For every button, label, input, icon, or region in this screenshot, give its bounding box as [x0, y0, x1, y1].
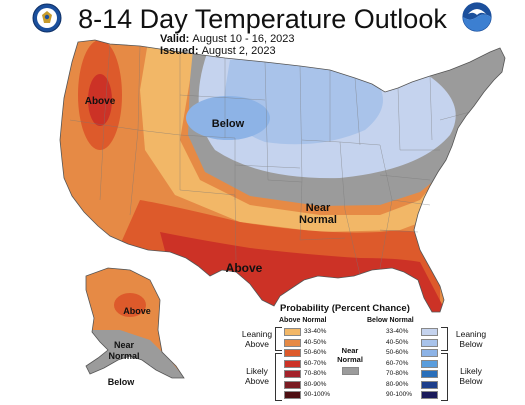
label-alaska-below: Below — [108, 377, 136, 387]
legend-leaning-above: Leaning Above — [237, 329, 277, 349]
legend-below-swatch-1 — [421, 338, 438, 347]
legend-above-swatch-5 — [284, 380, 301, 389]
legend-title: Probability (Percent Chance) — [280, 303, 410, 314]
state-boundaries — [69, 43, 471, 276]
legend-bracket-leaning-below — [441, 327, 448, 351]
legend-above-swatch-6 — [284, 391, 301, 399]
legend-near-normal-swatch — [342, 367, 359, 375]
legend-above-label-5: 80-90% — [304, 380, 327, 388]
legend-bracket-likely-above — [275, 353, 282, 401]
label-alaska-near-line2: Normal — [108, 351, 139, 361]
legend-above-label-2: 50-60% — [304, 349, 327, 356]
noaa-logo-icon — [462, 2, 492, 32]
label-below-central: Below — [212, 118, 245, 130]
legend-below-label-3: 60-70% — [386, 359, 409, 367]
noaa-doc-seal-icon — [32, 3, 62, 33]
legend-above-label-1: 40-50% — [304, 338, 327, 346]
legend-above-label-6: 90-100% — [304, 391, 331, 398]
label-alaska-near-line1: Near — [114, 340, 135, 350]
legend-below-swatch-0 — [421, 328, 438, 336]
legend-below-swatch-3 — [421, 359, 438, 368]
legend-below-label-4: 70-80% — [386, 370, 409, 377]
legend-above-label-0: 33-40% — [304, 328, 327, 335]
legend-leaning-above-line2: Above — [244, 339, 270, 349]
legend-near-line1: Near — [341, 346, 359, 355]
legend-likely-below: Likely Below — [451, 366, 491, 386]
legend-likely-below-line2: Below — [459, 376, 483, 386]
valid-value: August 10 - 16, 2023 — [192, 33, 295, 45]
legend-leaning-below-line1: Leaning — [455, 329, 487, 339]
legend-near-line2: Normal — [337, 355, 363, 364]
legend-leaning-below: Leaning Below — [451, 329, 491, 349]
legend-below-header: Below Normal — [367, 317, 414, 324]
legend-below-label-0: 33-40% — [386, 328, 409, 335]
valid-dates: Valid: August 10 - 16, 2023 — [160, 33, 295, 45]
legend-leaning-above-line1: Leaning — [241, 329, 273, 339]
probability-legend: Probability (Percent Chance) Above Norma… — [237, 303, 507, 401]
issued-label: Issued: — [160, 45, 199, 57]
legend-below-label-2: 50-60% — [386, 349, 409, 356]
legend-above-label-3: 60-70% — [304, 359, 327, 367]
legend-likely-above-line1: Likely — [246, 366, 268, 376]
legend-below-label-6: 90-100% — [386, 391, 413, 398]
legend-leaning-below-line2: Below — [459, 339, 483, 349]
legend-bracket-likely-below — [441, 353, 448, 401]
legend-above-swatch-3 — [284, 359, 301, 368]
label-above-south: Above — [226, 261, 263, 275]
legend-likely-above: Likely Above — [237, 366, 277, 386]
label-near-normal-line1: Near — [306, 202, 331, 214]
page-title: 8-14 Day Temperature Outlook — [78, 4, 447, 34]
label-above-northwest: Above — [85, 96, 116, 107]
legend-below-swatch-4 — [421, 370, 438, 378]
issued-date: Issued: August 2, 2023 — [160, 45, 276, 57]
legend-near-normal-label: Near Normal — [335, 346, 365, 364]
legend-below-swatch-2 — [421, 349, 438, 357]
legend-below-swatch-6 — [421, 391, 438, 399]
label-near-normal-line2: Normal — [299, 214, 337, 226]
legend-below-label-1: 40-50% — [386, 338, 409, 346]
legend-likely-above-line2: Above — [244, 376, 270, 386]
alaska-shading — [86, 268, 184, 378]
legend-above-swatch-4 — [284, 370, 301, 378]
legend-bracket-leaning-above — [275, 327, 282, 351]
legend-below-label-5: 80-90% — [386, 380, 409, 388]
legend-above-swatch-0 — [284, 328, 301, 336]
valid-label: Valid: — [160, 33, 190, 45]
legend-above-swatch-1 — [284, 338, 301, 347]
legend-above-header: Above Normal — [279, 317, 327, 324]
issued-value: August 2, 2023 — [201, 45, 276, 57]
legend-below-swatch-5 — [421, 380, 438, 389]
legend-likely-below-line1: Likely — [460, 366, 482, 376]
alaska-outline — [85, 267, 185, 379]
label-alaska-above: Above — [123, 306, 151, 316]
legend-above-swatch-2 — [284, 349, 301, 357]
legend-above-label-4: 70-80% — [304, 370, 327, 377]
